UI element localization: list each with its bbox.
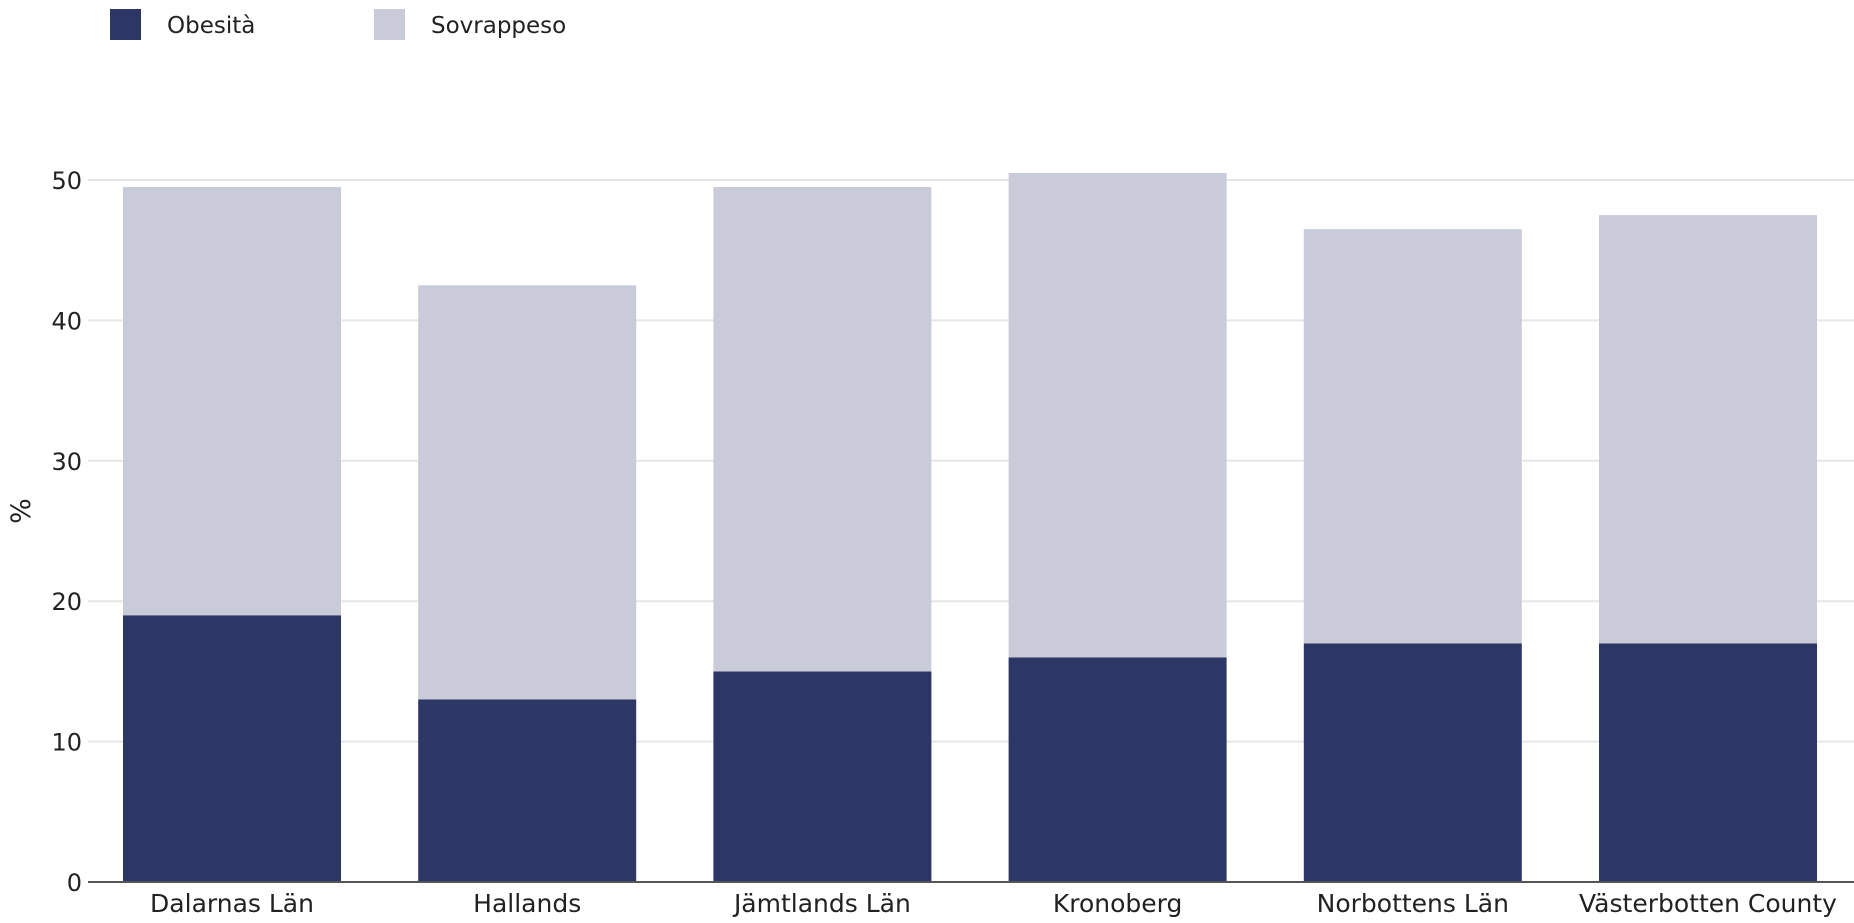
bar-obesità-3: [1008, 657, 1227, 882]
bars: [123, 172, 1817, 882]
x-tick-label: Dalarnas Län: [150, 889, 314, 918]
bar-sovrappeso-4: [1303, 229, 1522, 644]
bar-obesità-0: [123, 615, 341, 882]
bar-obesità-1: [418, 699, 637, 882]
bar-sovrappeso-1: [418, 285, 637, 700]
x-tick-label: Västerbotten County: [1579, 889, 1837, 918]
y-tick-label: 0: [67, 869, 82, 897]
bar-sovrappeso-2: [713, 187, 932, 672]
legend-swatch-obesità: [110, 9, 141, 40]
x-tick-label: Kronoberg: [1053, 889, 1183, 918]
legend-label-sovrappeso: Sovrappeso: [431, 13, 566, 39]
y-tick-label: 30: [51, 448, 82, 476]
bar-sovrappeso-3: [1008, 172, 1227, 658]
legend-swatch-sovrappeso: [374, 9, 405, 40]
y-axis-ticks: 0 10 20 30 40 50: [51, 167, 82, 897]
y-tick-label: 20: [51, 588, 82, 616]
x-tick-label: Jämtlands Län: [732, 889, 911, 918]
bar-obesità-2: [713, 671, 932, 882]
y-tick-label: 10: [51, 729, 82, 757]
legend: Obesità Sovrappeso: [110, 9, 566, 40]
x-tick-label: Hallands: [473, 889, 581, 918]
y-tick-label: 40: [51, 307, 82, 335]
legend-label-obesità: Obesità: [167, 13, 255, 39]
bar-obesità-5: [1599, 643, 1817, 882]
gridlines: [88, 179, 1854, 743]
bar-sovrappeso-5: [1599, 215, 1817, 644]
bar-sovrappeso-0: [123, 187, 341, 616]
x-axis-ticks: Dalarnas Län Hallands Jämtlands Län Kronobe…: [150, 889, 1837, 918]
bar-obesità-4: [1303, 643, 1522, 882]
y-tick-label: 50: [51, 167, 82, 195]
x-tick-label: Norbottens Län: [1317, 889, 1509, 918]
y-axis-title: %: [6, 498, 37, 524]
